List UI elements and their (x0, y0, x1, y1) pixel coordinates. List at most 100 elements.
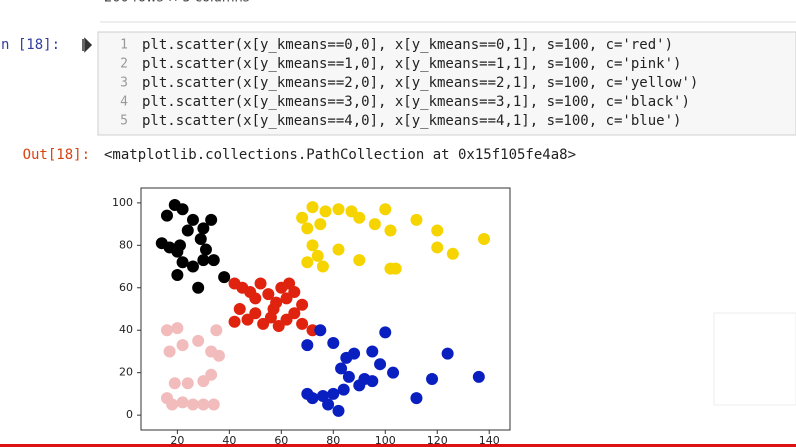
point (374, 358, 387, 371)
point (218, 271, 231, 284)
point (316, 260, 329, 273)
point (301, 222, 314, 235)
point (322, 398, 335, 411)
x-tick-label: 20 (170, 434, 184, 447)
point (176, 396, 189, 409)
point (384, 224, 397, 237)
point (197, 398, 210, 411)
y-tick-label: 0 (126, 408, 133, 421)
point (262, 288, 275, 301)
point (176, 256, 189, 269)
video-overlay (713, 312, 796, 406)
x-tick-label: 140 (479, 434, 500, 447)
point (353, 379, 366, 392)
point (327, 387, 340, 400)
point (441, 347, 454, 360)
point (389, 262, 402, 275)
line-number: 2 (120, 57, 128, 72)
code-cell[interactable] (97, 31, 796, 136)
point (212, 349, 225, 362)
point (348, 347, 361, 360)
point (163, 345, 176, 358)
point (171, 269, 184, 282)
point (249, 307, 262, 320)
x-tick-label: 60 (274, 434, 288, 447)
point (431, 241, 444, 254)
point (446, 247, 459, 260)
point (342, 370, 355, 383)
point (192, 334, 205, 347)
code-line: plt.scatter(x[y_kmeans==3,0], x[y_kmeans… (142, 94, 690, 110)
point (296, 317, 309, 330)
point (205, 213, 218, 226)
point (283, 277, 296, 290)
y-tick-label: 40 (119, 323, 133, 336)
point (431, 224, 444, 237)
point (296, 298, 309, 311)
point (314, 218, 327, 231)
code-line: plt.scatter(x[y_kmeans==1,0], x[y_kmeans… (142, 56, 681, 72)
point (332, 243, 345, 256)
point (368, 218, 381, 231)
point (314, 324, 327, 337)
point (205, 368, 218, 381)
point (207, 398, 220, 411)
point (254, 277, 267, 290)
point (194, 232, 207, 245)
point (311, 249, 324, 262)
point (249, 292, 262, 305)
code-line: plt.scatter(x[y_kmeans==2,0], x[y_kmeans… (142, 75, 698, 91)
point (379, 203, 392, 216)
output-text: <matplotlib.collections.PathCollection a… (104, 147, 576, 163)
point (319, 205, 332, 218)
point (337, 383, 350, 396)
point (199, 243, 212, 256)
point (168, 377, 181, 390)
point (301, 256, 314, 269)
point (160, 324, 173, 337)
code-line: plt.scatter(x[y_kmeans==0,0], x[y_kmeans… (142, 37, 673, 53)
point (335, 362, 348, 375)
progress-bar[interactable] (0, 444, 796, 447)
point (353, 254, 366, 267)
point (233, 303, 246, 315)
point (306, 239, 319, 252)
point (171, 322, 184, 335)
y-tick-label: 80 (119, 238, 133, 251)
point (228, 315, 241, 328)
point (379, 326, 392, 339)
point (197, 222, 210, 235)
point (301, 387, 314, 400)
point (353, 211, 366, 224)
point (366, 345, 379, 358)
point (173, 239, 186, 252)
point (181, 224, 194, 237)
x-tick-label: 120 (427, 434, 448, 447)
line-number: 5 (120, 114, 128, 129)
x-tick-label: 80 (326, 434, 340, 447)
point (186, 260, 199, 273)
point (366, 375, 379, 388)
line-number: 3 (120, 76, 128, 91)
point (410, 392, 423, 405)
point (186, 213, 199, 226)
point (410, 213, 423, 226)
point (478, 232, 491, 245)
point (472, 370, 485, 383)
point (306, 201, 319, 214)
point (207, 254, 220, 267)
point (160, 209, 173, 222)
out-prompt: Out[18]: (23, 147, 90, 163)
point (426, 373, 439, 386)
point (332, 404, 345, 417)
run-icon[interactable] (82, 37, 93, 53)
in-prompt: In [18]: (0, 37, 60, 53)
top-text: 200 rows × 5 columns (104, 0, 250, 6)
point (296, 211, 309, 224)
x-tick-label: 40 (222, 434, 236, 447)
point (166, 398, 179, 411)
point (181, 377, 194, 390)
point (186, 398, 199, 411)
